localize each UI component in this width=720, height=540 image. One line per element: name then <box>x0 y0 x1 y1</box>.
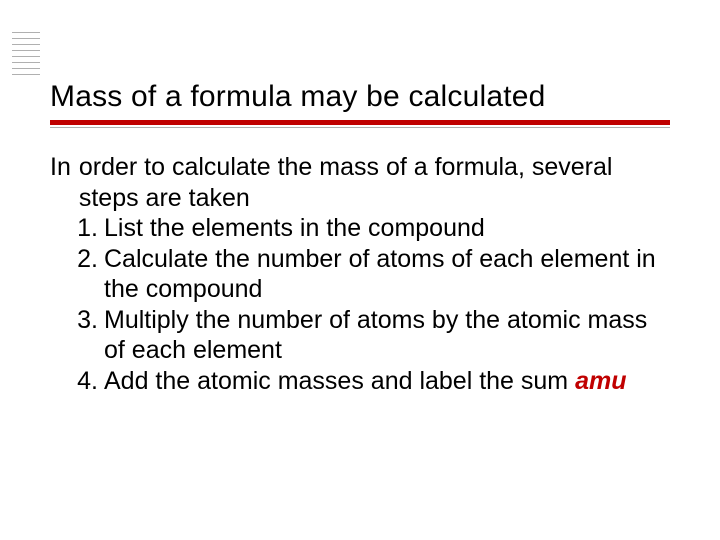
page-title: Mass of a formula may be calculated <box>50 80 670 114</box>
intro-lead: In <box>50 152 79 213</box>
underline-grey <box>50 127 670 128</box>
step-number: 2. <box>50 244 104 275</box>
step-text: Add the atomic masses and label the sum … <box>104 366 670 397</box>
step-text: Multiply the number of atoms by the atom… <box>104 305 670 366</box>
step-text: List the elements in the compound <box>104 213 670 244</box>
step-number: 3. <box>50 305 104 336</box>
emphasis-amu: amu <box>575 367 626 395</box>
list-item: 3. Multiply the number of atoms by the a… <box>50 305 670 366</box>
intro-line: In order to calculate the mass of a form… <box>50 152 670 213</box>
list-item: 2. Calculate the number of atoms of each… <box>50 244 670 305</box>
steps-list: 1. List the elements in the compound 2. … <box>50 213 670 396</box>
step-text-prefix: Add the atomic masses and label the sum <box>104 367 575 395</box>
step-number: 1. <box>50 213 104 244</box>
step-number: 4. <box>50 366 104 397</box>
body-text: In order to calculate the mass of a form… <box>50 152 670 396</box>
intro-rest: order to calculate the mass of a formula… <box>79 152 670 213</box>
underline-red <box>50 120 670 125</box>
slide: Mass of a formula may be calculated In o… <box>0 0 720 540</box>
decor-lines <box>12 32 40 80</box>
list-item: 1. List the elements in the compound <box>50 213 670 244</box>
step-text: Calculate the number of atoms of each el… <box>104 244 670 305</box>
list-item: 4. Add the atomic masses and label the s… <box>50 366 670 397</box>
title-underline <box>50 120 670 130</box>
